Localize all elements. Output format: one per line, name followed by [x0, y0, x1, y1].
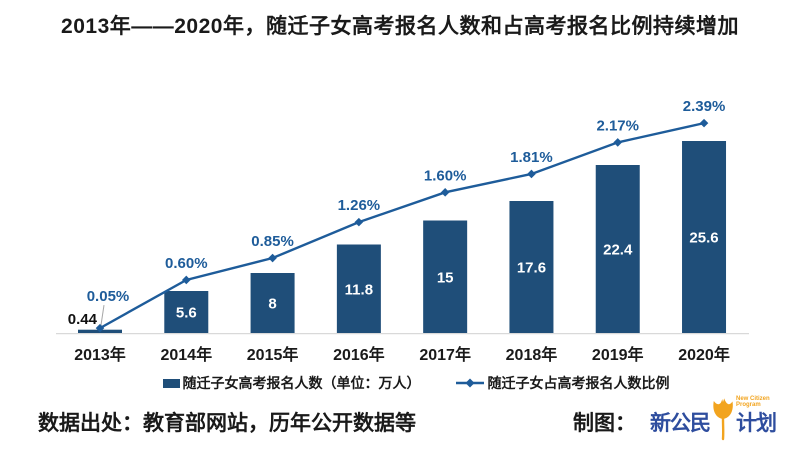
x-axis-label: 2014年 — [160, 345, 212, 364]
percentage-label: 0.60% — [165, 255, 208, 272]
line-point-marker — [613, 138, 623, 147]
bar-series-swatch-icon — [162, 378, 180, 388]
line-point-marker — [699, 118, 709, 128]
bar-value-label: 8 — [268, 296, 276, 313]
bar-2019年 — [595, 165, 640, 333]
bar-2017年 — [423, 220, 468, 333]
line-point-marker — [440, 188, 450, 197]
line-point-marker — [181, 275, 191, 285]
percentage-label: 1.81% — [510, 149, 553, 166]
credit-label: 制图： — [573, 412, 636, 435]
x-axis-label: 2016年 — [333, 345, 385, 364]
bar-value-label: 22.4 — [603, 242, 633, 259]
label-leader-line — [100, 305, 105, 326]
chart-title: 2013年——2020年，随迁子女高考报名人数和占高考报名比例持续增加 — [61, 15, 739, 38]
percentage-label: 0.05% — [87, 288, 130, 305]
bar-value-label: 17.6 — [517, 260, 546, 277]
data-source-note: 数据出处：教育部网站，历年公开数据等 — [38, 412, 416, 435]
line-point-marker — [527, 169, 536, 179]
bar-value-label: 0.44 — [68, 311, 98, 328]
x-axis-label: 2017年 — [419, 345, 471, 364]
ginkgo-leaf-icon — [713, 398, 733, 441]
bar-2020年 — [682, 141, 727, 333]
bar-2015年 — [250, 273, 295, 333]
line-point-marker — [354, 217, 364, 227]
percentage-line — [99, 121, 705, 330]
bar-value-label: 25.6 — [689, 230, 718, 247]
x-axis-label: 2018年 — [506, 345, 558, 364]
new-citizen-program-logo: 新公民 New Citizen Program 计划 — [650, 396, 777, 441]
x-axis-label: 2015年 — [247, 345, 299, 364]
bar-value-label: 11.8 — [345, 281, 373, 298]
bar-value-label: 15 — [437, 269, 454, 286]
line-point-marker — [95, 323, 105, 333]
legend-item-line-series: 随迁子女占高考报名人数比例 — [455, 373, 670, 393]
x-axis-label: 2019年 — [592, 345, 644, 364]
percentage-label: 1.60% — [424, 167, 467, 184]
line-point-marker — [268, 253, 277, 263]
line-series-label: 随迁子女占高考报名人数比例 — [487, 375, 670, 391]
bar-2016年 — [336, 244, 381, 333]
line-series-marker-icon — [455, 378, 484, 388]
bar-2018年 — [509, 201, 554, 333]
percentage-label: 2.39% — [683, 98, 726, 115]
logo-text-zh-left: 新公民 — [650, 412, 711, 435]
logo-text-en: New Citizen Program — [736, 396, 770, 408]
percentage-label: 0.85% — [251, 233, 294, 250]
legend: 随迁子女高考报名人数（单位：万人） 随迁子女占高考报名人数比例 — [16, 373, 800, 393]
bar-series-label: 随迁子女高考报名人数（单位：万人） — [182, 375, 421, 391]
credit-block: 制图： 新公民 New Citizen Program 计划 — [573, 396, 777, 441]
x-axis-label: 2013年 — [74, 345, 126, 364]
logo-text-zh-right: 计划 — [736, 412, 777, 435]
x-axis-label: 2020年 — [678, 345, 730, 364]
percentage-label: 1.26% — [338, 197, 381, 214]
bar-2014年 — [164, 291, 209, 333]
bar-value-label: 5.6 — [176, 305, 197, 322]
percentage-label: 2.17% — [596, 117, 639, 134]
legend-item-bar-series: 随迁子女高考报名人数（单位：万人） — [162, 373, 421, 393]
